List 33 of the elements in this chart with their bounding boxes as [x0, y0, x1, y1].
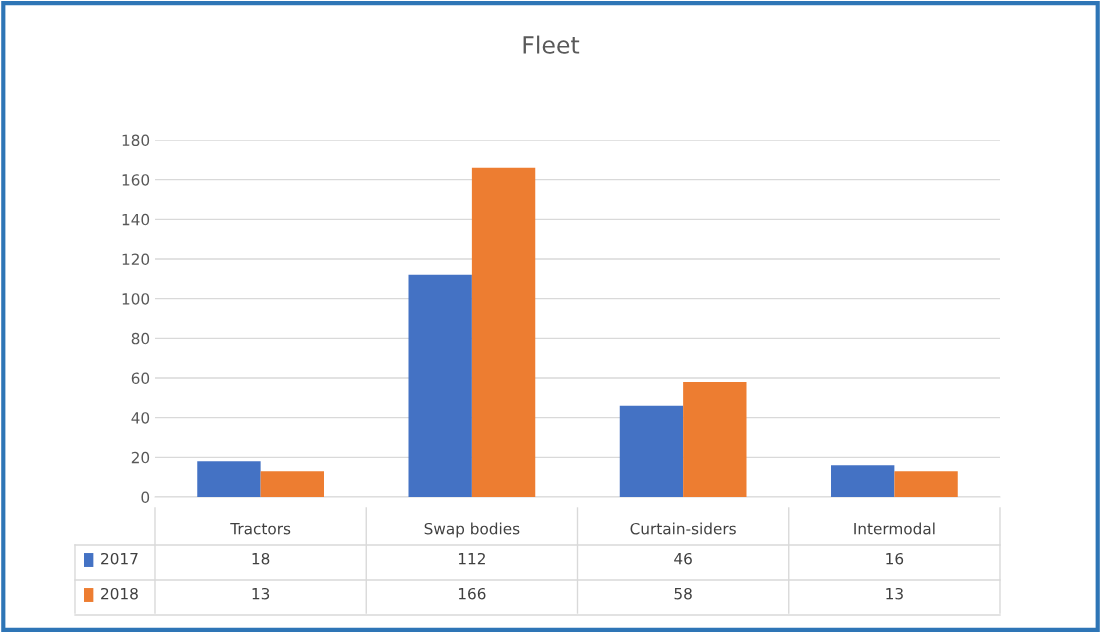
legend-label: 2017 [101, 552, 138, 565]
y-tick-label: 60 [131, 372, 150, 385]
data-label: 13 [252, 587, 270, 600]
y-tick-label: 80 [131, 332, 150, 345]
data-label: 18 [252, 552, 270, 565]
y-tick-label: 180 [122, 134, 150, 147]
legend-label: 2018 [101, 587, 138, 600]
chart-title: Fleet [523, 35, 580, 54]
bar [260, 471, 324, 497]
y-tick-label: 140 [122, 213, 150, 226]
y-tick-label: 40 [131, 412, 150, 424]
x-tick-label: Swap bodies [424, 522, 520, 538]
data-label: 46 [674, 552, 692, 565]
x-tick-label: Intermodal [854, 522, 935, 535]
bar [471, 167, 536, 497]
y-tick-label: 120 [122, 253, 150, 266]
x-tick-label: Tractors [230, 523, 291, 535]
data-label: 16 [886, 552, 904, 565]
data-label: 166 [458, 587, 486, 600]
data-label: 13 [886, 587, 903, 600]
data-label: 112 [458, 552, 485, 565]
bar [831, 465, 895, 497]
bar [619, 405, 684, 497]
data-label: 58 [674, 587, 692, 600]
bar [894, 471, 958, 497]
y-tick-label: 160 [122, 174, 150, 186]
bar [197, 461, 261, 497]
x-tick-label: Curtain-siders [630, 522, 736, 535]
y-tick-label: 20 [131, 451, 150, 464]
y-tick-label: 0 [141, 491, 150, 504]
y-tick-label: 100 [122, 293, 150, 305]
bar [683, 381, 747, 497]
bar [408, 274, 472, 497]
